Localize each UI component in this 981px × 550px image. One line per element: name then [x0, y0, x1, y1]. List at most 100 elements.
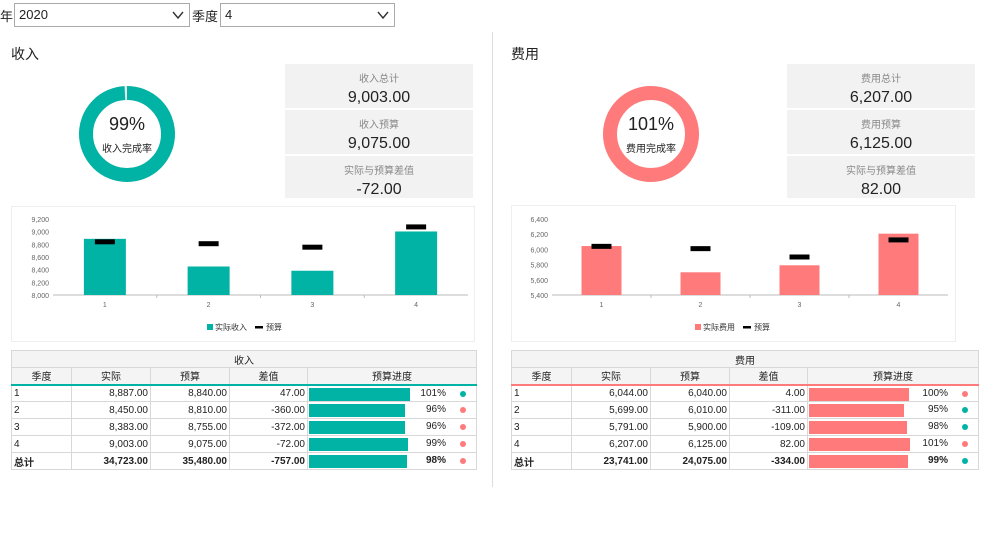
income-chart-ytick-label: 8,000: [31, 293, 49, 300]
expense-chart-ytick-label: 6,200: [530, 232, 548, 239]
income-chart-bar[interactable]: [395, 231, 438, 295]
col-header: 差值: [229, 367, 308, 386]
expense-chart-svg: 5,400 5,600 5,800 6,000 6,200 6,400 1 2 3 4 实际费用 预算: [530, 217, 948, 332]
income-table-progress-bar: [309, 438, 408, 451]
quarter-select[interactable]: 4: [220, 3, 396, 27]
expense-chart-legend-target: 预算: [754, 322, 770, 332]
expense-table-progress-percent: 100%: [922, 387, 948, 399]
quarter-select-value: 4: [225, 7, 233, 22]
expense-table-cell-budget: 24,075.00: [650, 452, 730, 470]
kpi-value: 6,207.00: [849, 89, 913, 106]
expense-chart-target-mark[interactable]: [888, 237, 909, 243]
income-table-cell-budget: 35,480.00: [150, 452, 230, 470]
income-chart-bar[interactable]: [187, 266, 230, 296]
income-chart-legend-actual: 实际收入: [215, 322, 247, 332]
expense-table-progress-cell: 98%: [807, 418, 979, 436]
income-table-cell-q: 3: [11, 418, 72, 436]
income-table-status-dot-icon: [460, 441, 466, 447]
expense-donut-label: 费用完成率: [626, 144, 676, 155]
income-chart-target-mark[interactable]: [198, 241, 219, 247]
expense-chart-bar[interactable]: [680, 272, 721, 295]
income-table-cell-q: 2: [11, 401, 72, 419]
income-chart-xtick-label: 3: [310, 302, 314, 309]
filter-bar: 年 2020 季度 4: [0, 3, 396, 27]
expense-table-cell-actual: 5,791.00: [571, 418, 651, 436]
income-table-cell-actual: 9,003.00: [71, 435, 151, 453]
income-chart-target-mark[interactable]: [302, 244, 323, 250]
kpi-value: 6,125.00: [849, 135, 913, 152]
income-title: 收入: [11, 46, 39, 62]
expense-table-progress-percent: 95%: [927, 404, 948, 415]
kpi-value: 82.00: [860, 181, 902, 198]
income-chart-ytick-label: 8,600: [31, 255, 49, 262]
expense-table-progress-percent: 99%: [927, 455, 948, 466]
expense-table-status-dot-icon: [962, 390, 968, 397]
expense-table-cell-diff: 82.00: [729, 435, 808, 453]
kpi-value: 9,003.00: [347, 89, 411, 106]
income-table-progress-cell: 96%: [307, 418, 477, 436]
expense-kpi-diff: 实际与预算差值 82.00: [787, 156, 975, 198]
income-donut-arc: [79, 86, 175, 182]
income-chart-xtick-label: 1: [103, 302, 107, 309]
expense-table-status-dot-icon: [962, 407, 968, 413]
income-kpi-total: 收入总计 9,003.00: [285, 64, 473, 108]
expense-chart-xtick-label: 4: [897, 302, 901, 309]
expense-table: 费用 季度 实际 预算 差值 预算进度 1 6,044.00 6,040.00 4.0…: [511, 350, 979, 470]
expense-chart-target-mark[interactable]: [789, 254, 810, 260]
income-chart-target-mark[interactable]: [94, 239, 115, 245]
income-donut: 99% 收入完成率: [77, 84, 177, 184]
expense-table-progress-percent: 101%: [922, 438, 948, 449]
income-table-row: 3 8,383.00 8,755.00 -372.00 96%: [11, 418, 477, 436]
income-table-progress-percent: 101%: [420, 387, 446, 399]
income-chart-legend-swatch-target: [255, 326, 263, 329]
expense-table-progress-bar: [809, 455, 908, 468]
expense-table-progress-cell: 99%: [807, 452, 979, 470]
expense-chart-ytick-label: 6,400: [530, 217, 548, 224]
income-chart-ytick-label: 9,200: [31, 217, 49, 224]
expense-table-cell-diff: -334.00: [729, 452, 808, 470]
income-table-progress-percent: 98%: [425, 455, 446, 466]
expense-table-status-dot-icon: [962, 441, 968, 447]
income-chart-ytick-label: 9,000: [31, 230, 49, 237]
panel-divider: [492, 32, 493, 487]
income-table-progress-cell: 101%: [307, 384, 477, 402]
income-table-row: 4 9,003.00 9,075.00 -72.00 99%: [11, 435, 477, 453]
income-table-progress-percent: 99%: [425, 438, 446, 449]
income-table-progress-bar: [309, 387, 410, 401]
expense-chart-xtick-label: 2: [699, 302, 703, 309]
income-table-progress-percent: 96%: [425, 421, 446, 432]
expense-chart-target-mark[interactable]: [591, 243, 612, 249]
expense-table-cell-diff: 4.00: [729, 384, 808, 402]
expense-table-cell-actual: 5,699.00: [571, 401, 651, 419]
income-table-status-dot-icon: [460, 458, 466, 464]
income-table-cell-diff: -72.00: [229, 435, 308, 453]
income-table-progress-bar: [309, 404, 405, 417]
expense-chart-bar[interactable]: [779, 265, 820, 295]
expense-donut: 101% 费用完成率: [601, 84, 701, 184]
income-chart-xtick-label: 2: [207, 302, 211, 309]
year-select[interactable]: 2020: [14, 3, 191, 27]
income-table: 收入 季度 实际 预算 差值 预算进度 1 8,887.00 8,840.00 47.…: [11, 350, 477, 470]
col-header: 实际: [571, 367, 651, 386]
col-header: 差值: [729, 367, 808, 386]
income-table-progress-cell: 96%: [307, 401, 477, 419]
expense-chart-bar[interactable]: [581, 246, 622, 295]
income-table-cell-actual: 8,887.00: [71, 384, 151, 402]
expense-table-header-row: 季度 实际 预算 差值 预算进度: [511, 367, 979, 386]
expense-table-cell-budget: 6,010.00: [650, 401, 730, 419]
expense-chart-bar[interactable]: [878, 233, 919, 295]
kpi-label: 收入预算: [359, 120, 399, 131]
income-table-total-row: 总计 34,723.00 35,480.00 -757.00 98%: [11, 452, 477, 470]
income-table-status-dot-icon: [460, 424, 466, 430]
expense-chart-ytick-label: 6,000: [530, 247, 548, 254]
kpi-label: 收入总计: [359, 74, 399, 85]
expense-table-row: 2 5,699.00 6,010.00 -311.00 95%: [511, 401, 979, 419]
expense-chart-legend-actual: 实际费用: [703, 322, 735, 332]
income-chart-bar[interactable]: [83, 238, 126, 295]
income-chart-target-mark[interactable]: [406, 224, 427, 230]
kpi-label: 实际与预算差值: [846, 166, 916, 177]
income-chart-bar[interactable]: [291, 270, 334, 295]
income-chart: 8,000 8,200 8,400 8,600 8,800 9,000 9,200 1 2 3 4 实…: [11, 206, 475, 342]
income-table-cell-budget: 9,075.00: [150, 435, 230, 453]
expense-chart-target-mark[interactable]: [690, 246, 711, 252]
